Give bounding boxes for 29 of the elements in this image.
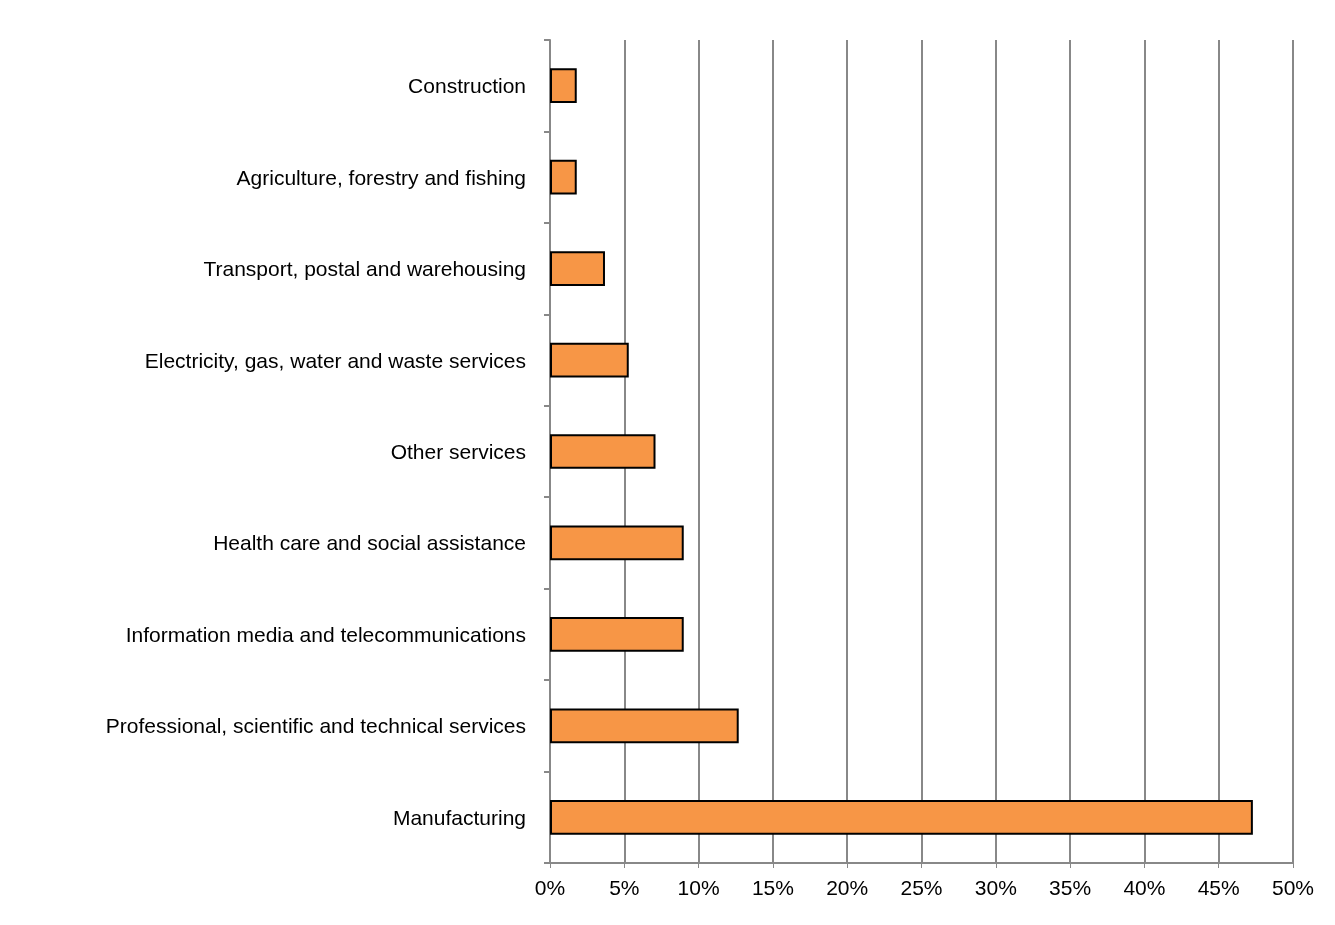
y-tick-label: Construction (408, 74, 526, 98)
bar (550, 708, 739, 744)
y-tick-label: Manufacturing (392, 805, 526, 829)
bar (550, 525, 684, 561)
y-tick-label: Transport, postal and warehousing (203, 257, 526, 281)
x-tick-label: 15% (751, 876, 794, 899)
x-tick-label: 25% (900, 876, 943, 899)
x-tick-label: 40% (1123, 876, 1166, 899)
x-tick-label: 50% (1271, 876, 1315, 899)
y-tick-label: Other services (390, 440, 526, 463)
y-tick-label: Information media and telecommunications (125, 622, 526, 646)
y-tick-label: Electricity, gas, water and waste services (144, 348, 526, 372)
x-tick-label: 0% (534, 876, 566, 899)
bar (550, 434, 656, 469)
x-tick-label: 35% (1049, 876, 1092, 899)
bar (550, 68, 577, 104)
bar (550, 251, 605, 286)
bar (550, 342, 629, 378)
y-tick-label: Health care and social assistance (213, 531, 526, 555)
x-tick-label: 30% (974, 876, 1017, 899)
bar (550, 159, 577, 195)
y-tick-label: Professional, scientific and technical services (105, 714, 526, 738)
x-tick-label: 20% (826, 876, 869, 899)
y-tick-label: Agriculture, forestry and fishing (236, 165, 526, 189)
x-tick-label: 10% (677, 876, 720, 899)
bar (550, 799, 1253, 835)
x-tick-label: 45% (1197, 876, 1240, 899)
bar (550, 617, 684, 652)
x-tick-label: 5% (609, 876, 640, 899)
